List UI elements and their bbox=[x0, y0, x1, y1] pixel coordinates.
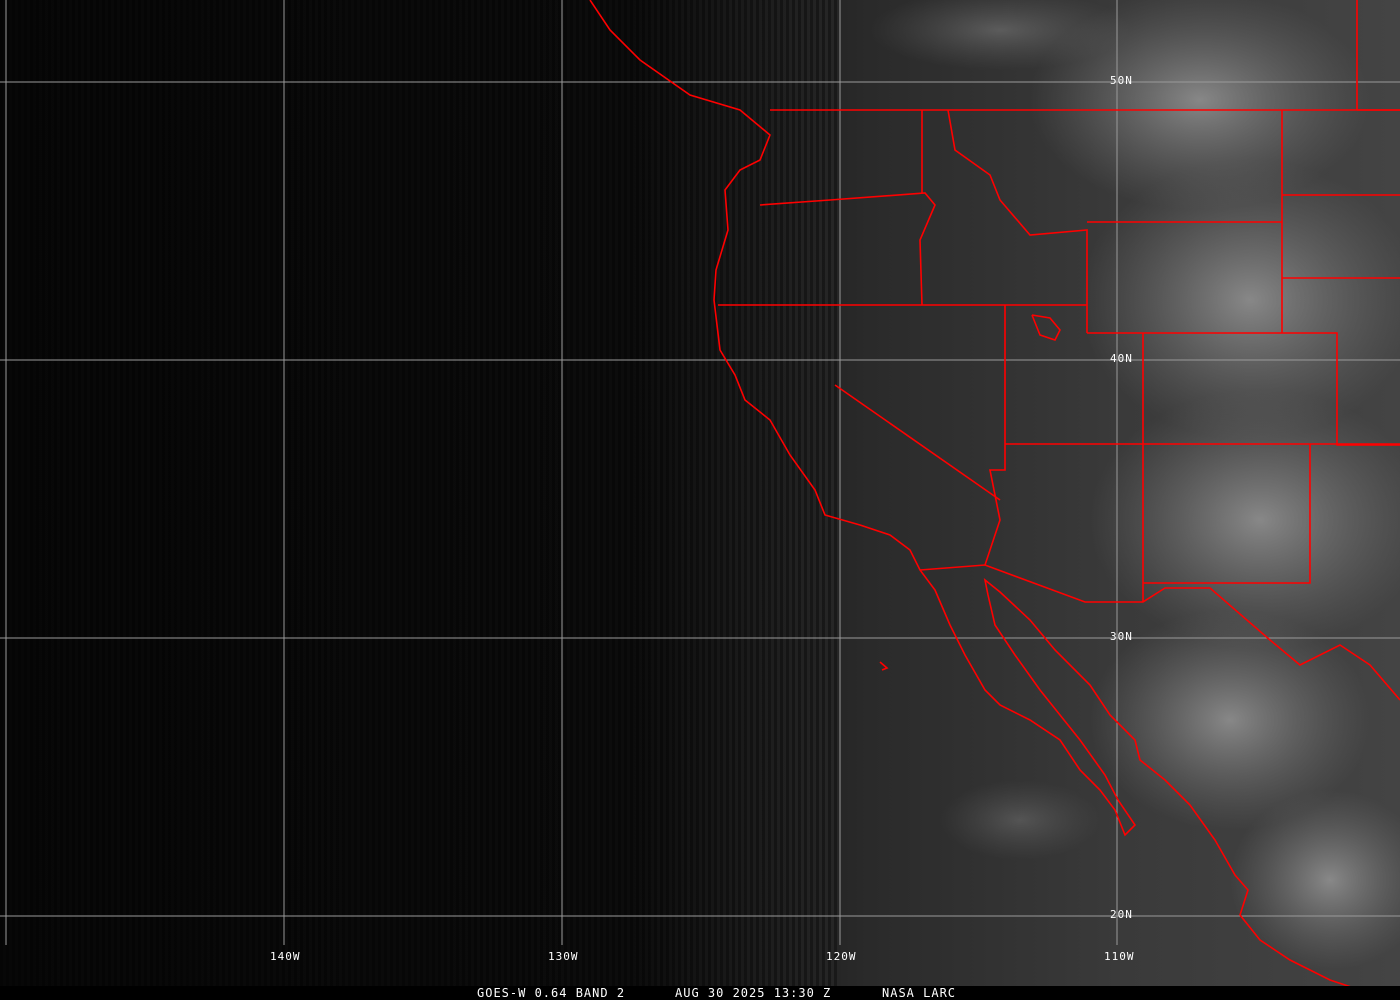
wa-or-border bbox=[759, 192, 936, 306]
lat-label-50n: 50N bbox=[1110, 74, 1133, 87]
lon-label-110w: 110W bbox=[1104, 950, 1135, 963]
idaho-border bbox=[947, 109, 1088, 333]
lat-label-40n: 40N bbox=[1110, 352, 1133, 365]
lat-lon-grid bbox=[0, 0, 1400, 945]
great-salt-lake bbox=[1031, 314, 1061, 341]
pacific-coastline bbox=[589, 0, 1361, 991]
political-borders bbox=[589, 0, 1400, 991]
scan-stripes bbox=[0, 0, 840, 1000]
mexico-border bbox=[919, 564, 1400, 701]
ca-nv-diagonal bbox=[834, 384, 1001, 501]
clouds bbox=[870, 0, 1400, 970]
datetime-label: AUG 30 2025 13:30 Z bbox=[675, 986, 832, 1000]
lon-label-120w: 120W bbox=[826, 950, 857, 963]
lon-label-140w: 140W bbox=[270, 950, 301, 963]
lat-label-20n: 20N bbox=[1110, 908, 1133, 921]
lon-label-130w: 130W bbox=[548, 950, 579, 963]
image-caption-bar: GOES-W 0.64 BAND 2 AUG 30 2025 13:30 Z N… bbox=[0, 986, 1400, 1000]
lat-label-30n: 30N bbox=[1110, 630, 1133, 643]
product-label: GOES-W 0.64 BAND 2 bbox=[477, 986, 626, 1000]
nevada-border bbox=[984, 305, 1006, 566]
credit-label: NASA LARC bbox=[882, 986, 957, 1000]
